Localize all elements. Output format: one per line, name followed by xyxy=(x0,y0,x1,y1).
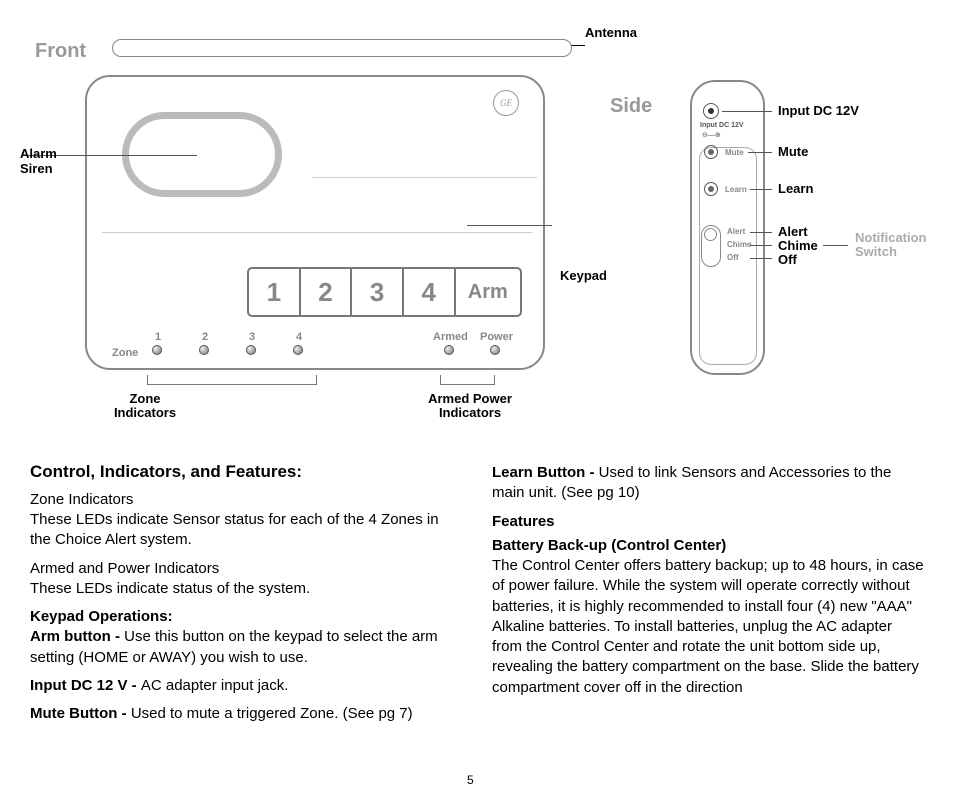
power-led-label: Power xyxy=(480,331,513,343)
features-heading: Features xyxy=(492,512,924,532)
dc-para: Input DC 12 V - AC adapter input jack. xyxy=(30,676,462,696)
antenna-label: Antenna xyxy=(585,25,637,40)
callout-mute: Mute xyxy=(778,144,808,159)
zone-led-num: 4 xyxy=(296,331,302,343)
zone-led-num: 3 xyxy=(249,331,255,343)
mute-para: Mute Button - Used to mute a triggered Z… xyxy=(30,704,462,724)
left-column: Control, Indicators, and Features: Zone … xyxy=(30,455,462,732)
keypad-ops-heading: Keypad Operations: xyxy=(30,607,462,627)
dc-jack-center xyxy=(708,108,714,114)
mute-label: Mute Button - xyxy=(30,705,131,722)
switch-alert-text: Alert xyxy=(727,227,745,236)
callout-dc: Input DC 12V xyxy=(778,103,859,118)
mute-text: Mute xyxy=(725,148,744,157)
battery-heading: Battery Back-up (Control Center) xyxy=(492,536,924,556)
switch-off-text: Off xyxy=(727,253,739,262)
dc-leader xyxy=(722,111,772,112)
alert-leader xyxy=(750,232,772,233)
learn-leader xyxy=(750,189,772,190)
notification-switch-knob xyxy=(704,228,717,241)
learn-button-dot xyxy=(708,186,714,192)
zone-led-4 xyxy=(293,345,303,355)
arm-button-label: Arm button - xyxy=(30,628,124,645)
h-line xyxy=(312,177,537,178)
diagram-area: Front Antenna Side 1 2 3 4 Arm Zone 1 2 … xyxy=(30,20,924,450)
armed-power-bracket xyxy=(440,375,495,385)
zone-led-num: 1 xyxy=(155,331,161,343)
off-leader xyxy=(750,258,772,259)
mute-button-dot xyxy=(708,149,714,155)
callout-learn: Learn xyxy=(778,181,813,196)
keypad-key-4[interactable]: 4 xyxy=(404,269,456,315)
zone-indicators-heading: Zone Indicators xyxy=(30,490,462,510)
zone-led-1 xyxy=(152,345,162,355)
dc-polarity: ⊖—⊕ xyxy=(702,131,721,139)
front-label: Front xyxy=(35,40,86,63)
ge-logo-icon: GE xyxy=(493,90,519,116)
keypad-key-2[interactable]: 2 xyxy=(301,269,353,315)
zone-led-num: 2 xyxy=(202,331,208,343)
zone-led-2 xyxy=(199,345,209,355)
page-number: 5 xyxy=(467,773,474,787)
switch-chime-text: Chime xyxy=(727,240,751,249)
learn-label: Learn Button - xyxy=(492,464,599,481)
right-column: Learn Button - Used to link Sensors and … xyxy=(492,455,924,732)
chime-leader xyxy=(750,245,772,246)
section-title: Control, Indicators, and Features: xyxy=(30,461,462,484)
zone-led-3 xyxy=(246,345,256,355)
power-led xyxy=(490,345,500,355)
alarm-siren-label: Alarm Siren xyxy=(20,146,70,176)
keypad-arm-button[interactable]: Arm xyxy=(456,269,521,315)
side-label: Side xyxy=(610,95,652,118)
arm-button-para: Arm button - Use this button on the keyp… xyxy=(30,627,462,668)
battery-text: The Control Center offers battery backup… xyxy=(492,556,924,698)
learn-text: Learn xyxy=(725,185,747,194)
keypad: 1 2 3 4 Arm xyxy=(247,267,522,317)
zone-bracket xyxy=(147,375,317,385)
notif-leader xyxy=(823,245,848,246)
armed-led xyxy=(444,345,454,355)
dc-jack-text: Input DC 12V xyxy=(700,122,744,129)
zone-text: Zone xyxy=(112,347,138,359)
keypad-key-3[interactable]: 3 xyxy=(352,269,404,315)
armed-power-text: These LEDs indicate status of the system… xyxy=(30,579,462,599)
keypad-key-1[interactable]: 1 xyxy=(249,269,301,315)
armed-power-heading: Armed and Power Indicators xyxy=(30,559,462,579)
dc-label: Input DC 12 V - xyxy=(30,677,141,694)
text-columns: Control, Indicators, and Features: Zone … xyxy=(30,455,924,732)
armed-led-label: Armed xyxy=(433,331,468,343)
zone-indicators-text: These LEDs indicate Sensor status for ea… xyxy=(30,510,462,551)
armed-power-indicators-label: Armed Power Indicators xyxy=(420,392,520,421)
front-device: 1 2 3 4 Arm Zone 1 2 3 4 Armed Power xyxy=(85,75,545,370)
keypad-label: Keypad xyxy=(560,268,607,283)
notification-switch-label: Notification Switch xyxy=(855,231,935,260)
callout-off: Off xyxy=(778,252,797,267)
h-line xyxy=(102,232,532,233)
mute-text-para: Used to mute a triggered Zone. (See pg 7… xyxy=(131,705,413,722)
learn-para: Learn Button - Used to link Sensors and … xyxy=(492,463,924,504)
keypad-leader xyxy=(467,225,552,226)
dc-text: AC adapter input jack. xyxy=(141,677,289,694)
antenna-tube xyxy=(112,39,572,57)
zone-indicators-label: Zone Indicators xyxy=(105,392,185,421)
callout-alert: Alert xyxy=(778,224,808,239)
callout-chime: Chime xyxy=(778,238,818,253)
mute-leader xyxy=(748,152,772,153)
